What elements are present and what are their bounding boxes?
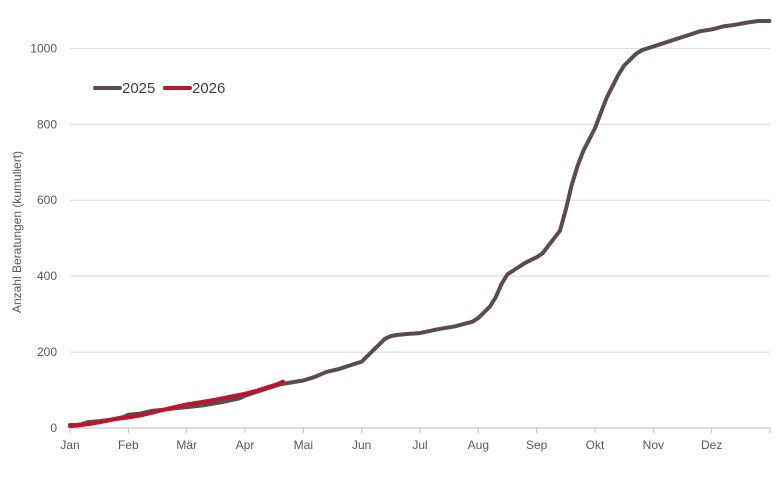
axes: 0 200 400 600 800 1000 Jan Feb Mär Apr Mai Jun Jul Au… [30, 41, 771, 452]
y-tick-label: 800 [37, 117, 57, 131]
y-axis-title: Anzahl Beratungen (kumuliert) [10, 151, 24, 313]
legend: 2025 2026 [93, 80, 225, 97]
y-tick-label: 400 [37, 269, 57, 283]
series-line-2026 [68, 379, 285, 429]
x-tick-label: Mai [294, 438, 313, 452]
series-line-2025 [68, 19, 772, 427]
x-tick-label: Dez [701, 438, 722, 452]
series-lines [68, 19, 772, 429]
x-tick-label: Feb [118, 438, 139, 452]
y-tick-label: 1000 [30, 41, 57, 55]
x-tick-label: Okt [586, 438, 605, 452]
y-tick-label: 0 [50, 421, 57, 435]
legend-label-2026: 2026 [192, 80, 225, 97]
x-tick-label: Apr [236, 438, 255, 452]
x-tick-label: Nov [643, 438, 664, 452]
x-tick-label: Jan [60, 438, 79, 452]
x-tick-label: Mär [176, 438, 197, 452]
x-tick-label: Jun [352, 438, 371, 452]
x-tick-label: Sep [526, 438, 548, 452]
legend-label-2025: 2025 [122, 80, 155, 97]
x-tick-label: Aug [468, 438, 489, 452]
x-tick-label: Jul [412, 438, 427, 452]
y-tick-label: 600 [37, 193, 57, 207]
y-tick-label: 200 [37, 345, 57, 359]
gridlines [70, 47, 770, 353]
